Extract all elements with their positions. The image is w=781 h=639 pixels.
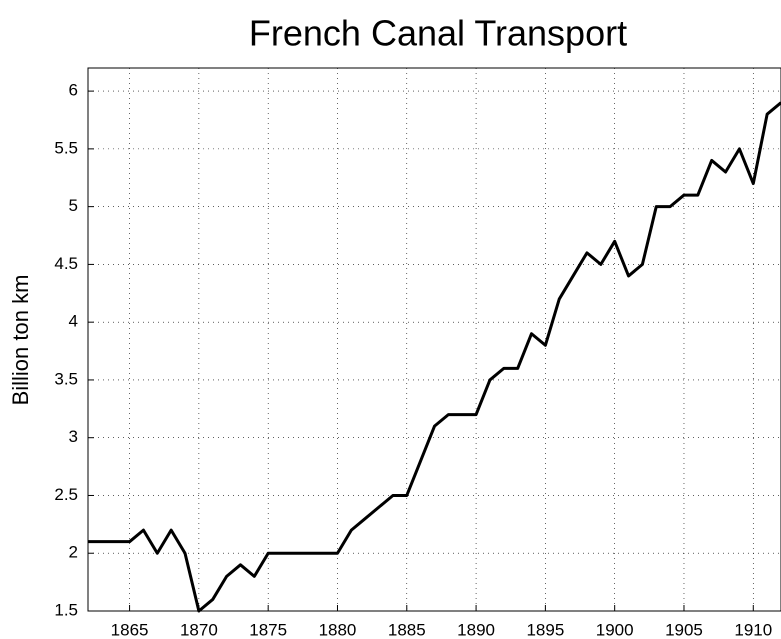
data-line	[88, 101, 781, 613]
x-tick-label: 1905	[665, 620, 703, 639]
y-tick-label: 2.5	[54, 485, 78, 504]
x-tick-label: 1895	[526, 620, 564, 639]
x-tick-label: 1910	[734, 620, 772, 639]
plot-frame	[87, 67, 781, 612]
x-tick-label: 1875	[249, 620, 287, 639]
x-tick-label: 1900	[596, 620, 634, 639]
x-tick-label: 1890	[457, 620, 495, 639]
y-tick-label: 1.5	[54, 600, 78, 619]
chart-title: French Canal Transport	[249, 13, 627, 54]
y-tick-label: 4	[69, 312, 78, 331]
x-tick-label: 1870	[180, 620, 218, 639]
y-tick-label: 6	[69, 81, 78, 100]
y-tick-label: 5.5	[54, 138, 78, 157]
x-tick-label: 1885	[388, 620, 426, 639]
y-tick-label: 4.5	[54, 254, 78, 273]
y-tick-label: 2	[69, 543, 78, 562]
x-tick-label: 1865	[111, 620, 149, 639]
y-tick-label: 3.5	[54, 369, 78, 388]
y-tick-label: 5	[69, 196, 78, 215]
y-tick-label: 3	[69, 427, 78, 446]
y-axis-label: Billion ton km	[8, 275, 33, 406]
x-tick-label: 1880	[319, 620, 357, 639]
